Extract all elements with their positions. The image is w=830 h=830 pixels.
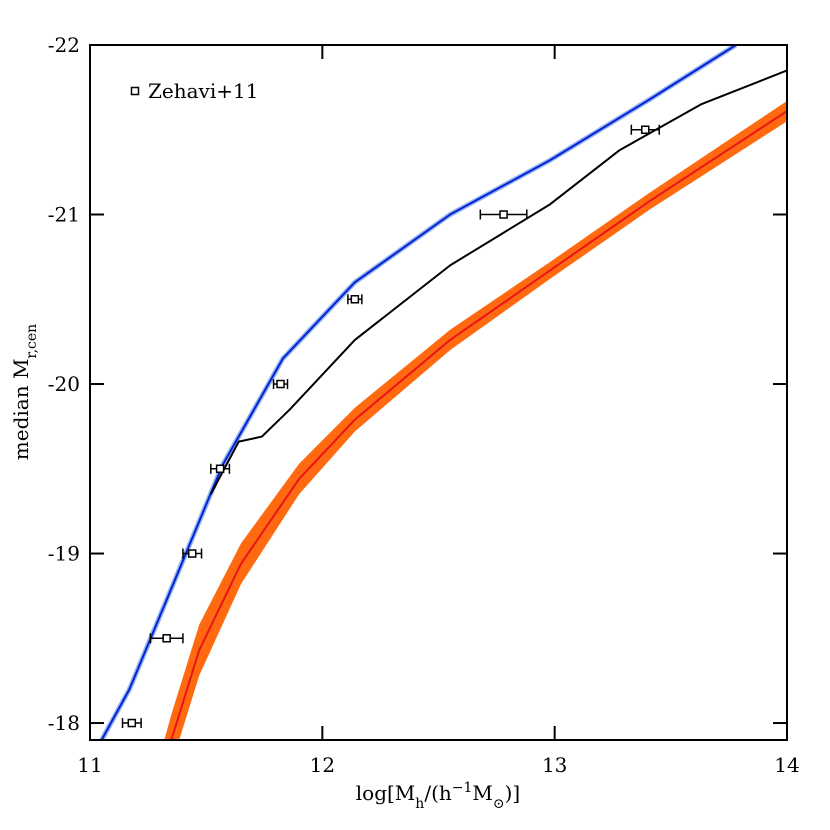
plot-frame [89,44,788,741]
label-part: /(h [424,781,452,805]
y-tick-label: -19 [48,542,80,566]
confidence-band [164,100,787,740]
legend-label: Zehavi+11 [148,79,258,103]
x-axis-label: log[Mh/(h−1M⊙)] [356,780,520,812]
label-part: M [472,781,492,805]
legend-marker [130,86,140,96]
line [209,69,787,495]
y-tick-label: -21 [48,203,80,227]
y-tick-label: -22 [48,33,80,57]
label-part: log[M [356,781,416,805]
y-axis-label: median Mr,cen [9,324,40,460]
x-tick-label: 12 [310,753,335,777]
x-tick-label: 13 [542,753,567,777]
data-point [162,634,171,643]
label-part: )] [505,781,521,805]
line [170,110,787,740]
label-part: median M [9,359,33,461]
label-part: h [415,796,424,812]
label-part: r,cen [24,324,40,359]
data-point [350,295,360,304]
plot-area [99,45,787,740]
x-tick-label: 14 [774,753,799,777]
data-point [215,464,225,474]
y-tick-label: -20 [48,372,80,396]
data-point [187,549,197,558]
y-tick-label: -18 [48,711,80,735]
data-point [641,125,650,135]
data-point [499,210,508,219]
line [100,45,737,740]
label-part: −1 [452,780,473,796]
label-part: ⊙ [493,796,505,812]
x-tick-label: 11 [77,753,102,777]
data-point [276,379,285,389]
data-point [127,718,137,728]
